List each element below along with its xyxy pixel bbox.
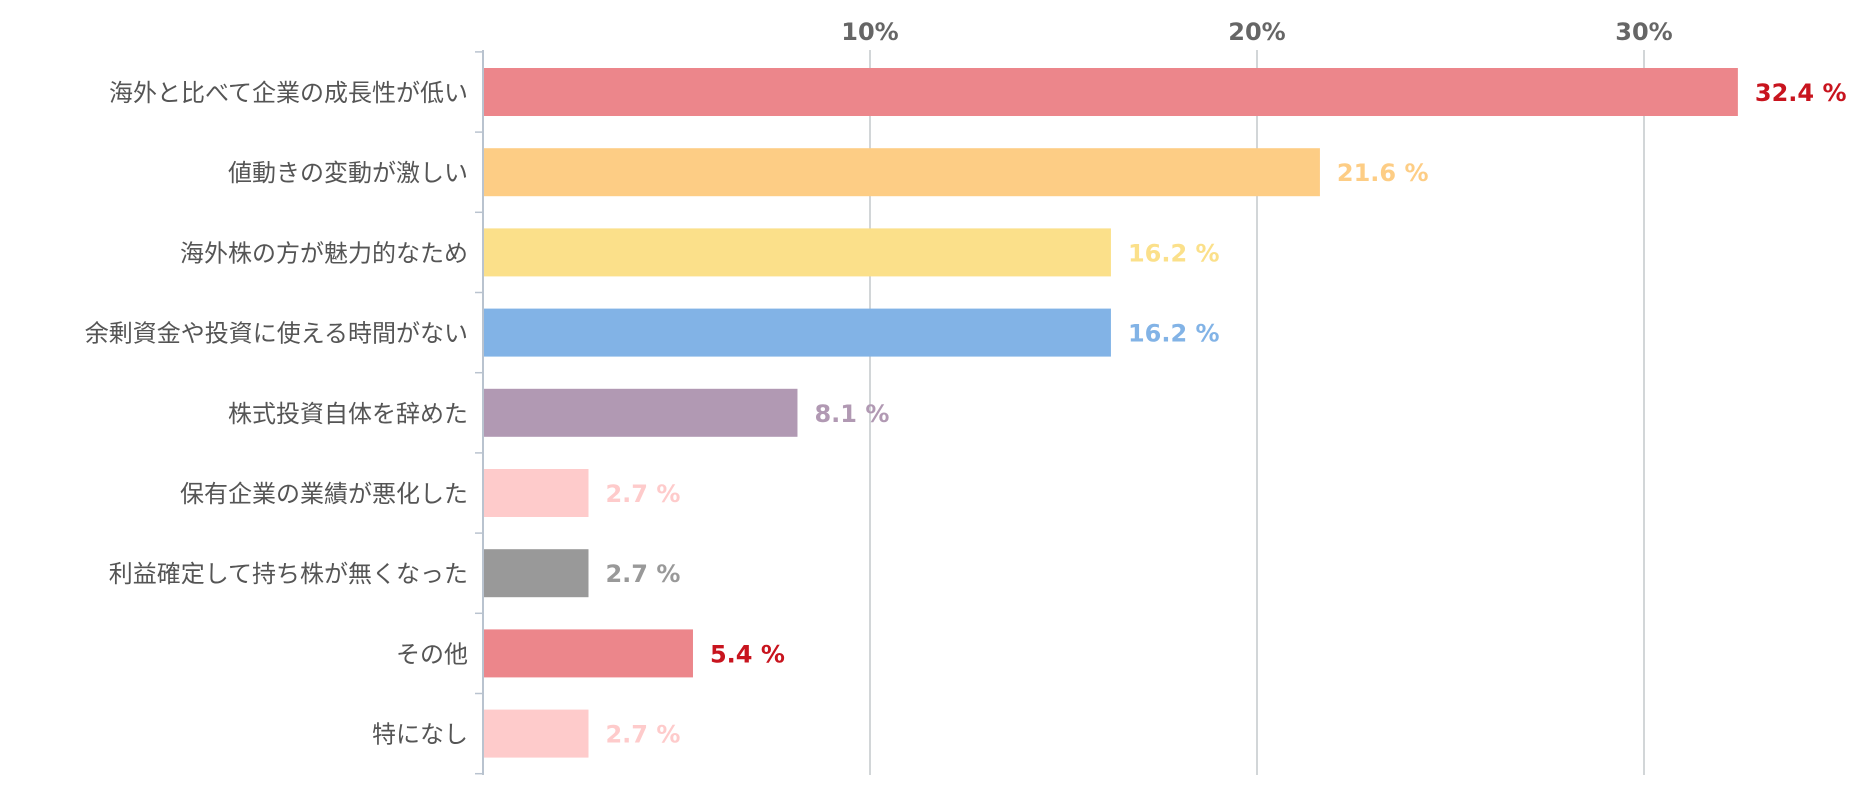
value-label: 8.1 % [814, 400, 889, 428]
value-label: 2.7 % [605, 560, 680, 588]
value-label: 21.6 % [1337, 159, 1429, 187]
x-tick-label: 10% [841, 18, 898, 46]
x-tick-label: 20% [1228, 18, 1285, 46]
bar [484, 549, 589, 598]
category-label: 保有企業の業績が悪化した [180, 480, 468, 508]
bar [484, 388, 798, 437]
category-labels: 海外と比べて企業の成長性が低い値動きの変動が激しい海外株の方が魅力的なため余剰資… [85, 79, 468, 749]
bar [484, 68, 1738, 116]
bar [484, 469, 589, 517]
value-label: 2.7 % [605, 480, 680, 508]
bars [484, 68, 1738, 758]
value-label: 16.2 % [1128, 320, 1220, 348]
value-label: 16.2 % [1128, 239, 1220, 267]
bar [484, 709, 589, 758]
category-label: 特になし [372, 721, 468, 749]
category-label: 利益確定して持ち株が無くなった [109, 560, 468, 588]
value-label: 5.4 % [710, 640, 785, 668]
bar [484, 228, 1111, 277]
category-label: 値動きの変動が激しい [228, 159, 468, 187]
category-label: 株式投資自体を辞めた [228, 400, 468, 428]
x-axis-ticks: 10% 20% 30% [841, 18, 1672, 46]
bar [484, 308, 1111, 357]
value-label: 32.4 % [1755, 79, 1847, 107]
category-label: 余剰資金や投資に使える時間がない [85, 320, 468, 348]
category-label: その他 [396, 640, 468, 668]
y-axis-ticks [475, 51, 483, 775]
value-labels: 32.4 % 21.6 % 16.2 % 16.2 % 8.1 % 2.7 % 2.7 % 5… [605, 79, 1846, 749]
category-label: 海外と比べて企業の成長性が低い [109, 79, 468, 107]
bar [484, 629, 693, 678]
value-label: 2.7 % [605, 721, 680, 749]
category-label: 海外株の方が魅力的なため [180, 239, 468, 267]
bar [484, 148, 1320, 197]
x-tick-label: 30% [1615, 18, 1672, 46]
